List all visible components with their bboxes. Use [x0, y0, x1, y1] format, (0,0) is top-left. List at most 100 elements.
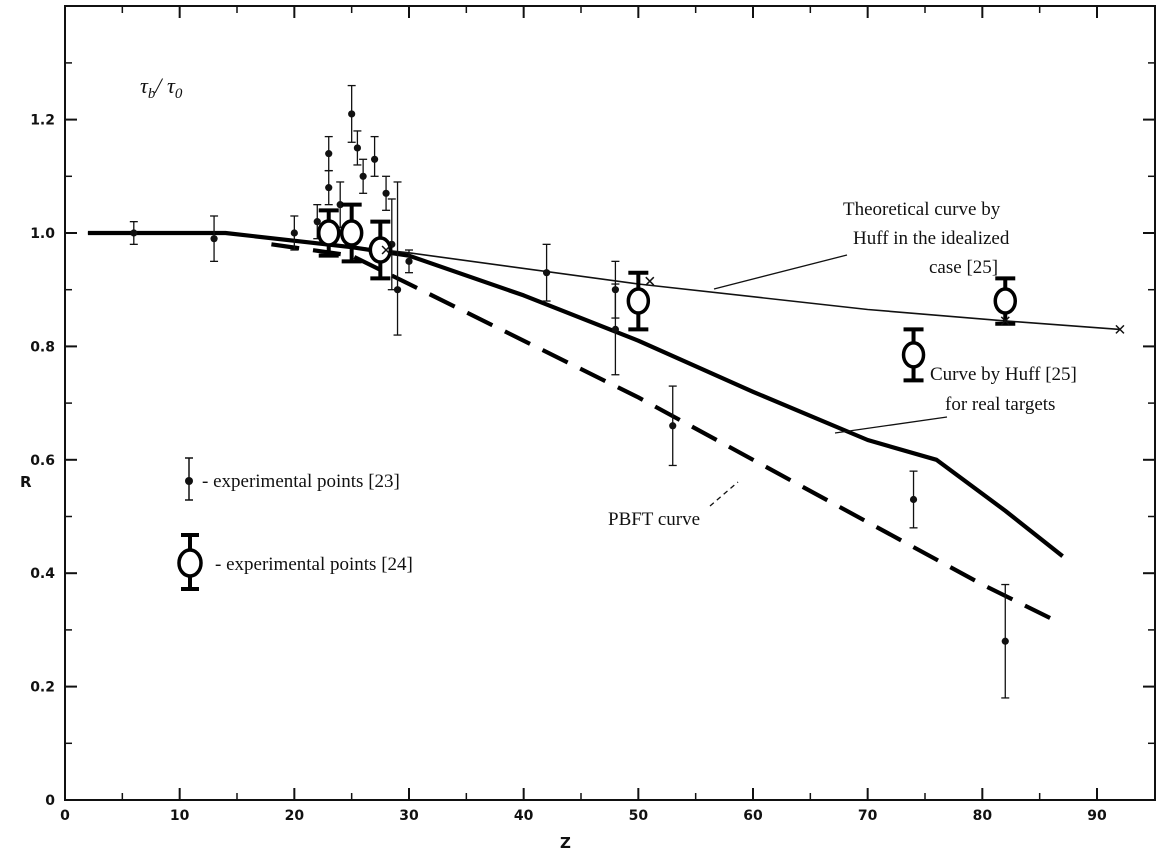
ratio-label-sub2: 0 — [175, 86, 183, 102]
point-24 — [316, 208, 341, 258]
point-24 — [901, 327, 926, 383]
point-23 — [324, 135, 333, 172]
point-23 — [347, 84, 356, 143]
annotation-pbft-leader — [709, 481, 739, 507]
x-tick-label: 80 — [973, 808, 993, 824]
point-23 — [324, 169, 333, 206]
x-tick-label: 90 — [1087, 808, 1107, 824]
legend-label-24: - experimental points [24] — [215, 554, 413, 575]
point-23-marker — [290, 229, 298, 237]
point-23-marker — [393, 286, 402, 294]
point-24-marker — [339, 219, 364, 247]
point-24 — [368, 219, 393, 281]
point-23-marker — [325, 184, 333, 192]
y-tick-label: 1.0 — [30, 226, 55, 242]
x-tick-label: 50 — [629, 808, 649, 824]
point-23 — [611, 283, 620, 376]
annotation-real-line1: Curve by Huff [25] — [930, 364, 1077, 385]
point-23-marker — [669, 422, 677, 430]
x-tick-label: 20 — [285, 808, 305, 824]
cross-marker — [1000, 316, 1010, 326]
point-24 — [993, 276, 1018, 326]
annotation-real-line2: for real targets — [945, 394, 1055, 415]
cross-marker — [645, 276, 655, 286]
point-23 — [405, 249, 413, 274]
ratio-label: τb/ τ0 — [140, 73, 183, 102]
point-23 — [1001, 583, 1010, 699]
point-23-marker — [313, 218, 321, 226]
annotation-theoretical-line3: case [25] — [929, 257, 998, 278]
legend-label-23: - experimental points [23] — [202, 471, 400, 492]
annotation-real-leader — [834, 416, 948, 434]
point-23 — [382, 175, 391, 211]
x-tick-label: 30 — [399, 808, 419, 824]
series-line-pbft — [271, 242, 1064, 627]
y-tick-label: 1.2 — [30, 113, 55, 129]
annotation-theoretical-line2: Huff in the idealized — [853, 228, 1010, 249]
point-23 — [542, 243, 551, 302]
point-23-marker — [130, 229, 138, 237]
y-tick-label: 0.6 — [30, 453, 55, 469]
point-23 — [668, 385, 677, 467]
point-23-marker — [1001, 637, 1009, 645]
point-24 — [339, 202, 364, 264]
point-24 — [626, 270, 651, 332]
y-axis-title: R — [20, 473, 32, 491]
point-23 — [393, 181, 402, 336]
legend-marker-24-circle — [177, 548, 203, 578]
point-23-marker — [325, 150, 333, 158]
annotation-theoretical: Theoretical curve by Huff in the idealiz… — [713, 199, 1010, 290]
annotation-real-targets: Curve by Huff [25] for real targets — [834, 364, 1077, 434]
x-tick-label: 40 — [514, 808, 534, 824]
point-23-marker — [405, 257, 413, 265]
x-tick-label: 70 — [858, 808, 878, 824]
legend-marker-23 — [185, 457, 193, 501]
ratio-label-tau2: τ — [167, 73, 176, 98]
point-23-marker — [371, 155, 379, 163]
point-23 — [210, 215, 219, 263]
point-24-marker — [626, 287, 651, 315]
cross-marker-stroke-b — [1115, 324, 1125, 334]
ratio-label-sub1: b — [148, 86, 156, 102]
point-24-marker — [316, 219, 341, 247]
y-tick-label: 0 — [45, 793, 55, 809]
annotation-pbft: PBFT curve — [608, 481, 739, 530]
x-axis-title: Z — [560, 834, 571, 852]
point-23 — [353, 130, 362, 166]
series-line-real-targets — [87, 230, 1064, 558]
point-23-marker — [543, 269, 551, 277]
legend-marker-24 — [177, 533, 203, 591]
point-23-marker — [382, 189, 390, 197]
point-24-marker — [901, 341, 926, 369]
x-tick-label: 10 — [170, 808, 190, 824]
point-23 — [370, 135, 379, 177]
point-23 — [909, 470, 918, 529]
point-23-marker — [353, 144, 361, 152]
x-tick-label: 0 — [60, 808, 70, 824]
cross-marker-stroke-b — [381, 245, 391, 255]
axis-ticks: 0 10 20 30 40 50 60 70 80 90 0 0.2 0.4 0.6 0.8 1.0 1.2 — [30, 6, 1155, 824]
annotation-theoretical-line1: Theoretical curve by — [843, 199, 1001, 220]
point-23 — [129, 221, 138, 245]
point-24-marker — [993, 287, 1018, 315]
point-23-marker — [210, 235, 218, 243]
cross-marker-stroke-b — [1000, 316, 1010, 326]
point-23-marker — [611, 325, 620, 333]
y-tick-label: 0.4 — [30, 566, 55, 582]
point-23 — [359, 158, 368, 194]
cross-marker — [381, 245, 391, 255]
annotation-pbft-label: PBFT curve — [608, 509, 700, 530]
legend-marker-23-dot — [185, 477, 193, 485]
y-tick-label: 0.8 — [30, 339, 55, 355]
x-tick-label: 60 — [743, 808, 763, 824]
point-23-marker — [909, 495, 918, 504]
point-24-marker — [368, 236, 393, 264]
ratio-label-slash: / — [153, 73, 167, 98]
annotation-theoretical-leader — [713, 254, 848, 290]
cross-marker-stroke-b — [645, 276, 655, 286]
point-23-marker — [359, 172, 367, 180]
points-layer — [129, 84, 1125, 699]
cross-marker — [1115, 324, 1125, 334]
ratio-label-tau1: τ — [140, 73, 149, 98]
